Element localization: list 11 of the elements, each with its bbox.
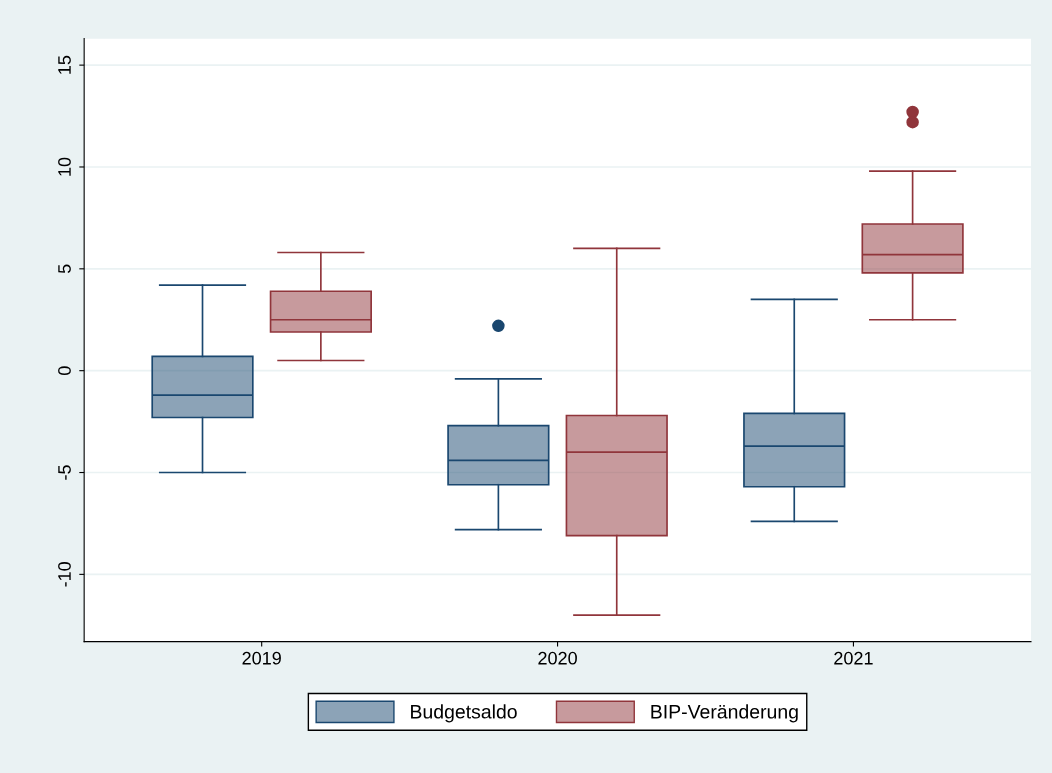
y-tick-label: 5 — [58, 264, 71, 274]
x-tick-label: 2021 — [834, 651, 873, 665]
y-tick-label: 10 — [58, 157, 71, 176]
legend-label: Budgetsaldo — [411, 704, 517, 723]
x-tick-label: 2020 — [538, 651, 577, 665]
y-tick-label: 15 — [58, 55, 71, 74]
y-tick-label: -5 — [58, 465, 71, 480]
x-tick-label: 2019 — [242, 651, 281, 665]
y-tick-label: -10 — [58, 562, 71, 587]
y-tick-label: 0 — [58, 366, 71, 375]
legend-label: BIP-Veränderung — [651, 704, 798, 723]
